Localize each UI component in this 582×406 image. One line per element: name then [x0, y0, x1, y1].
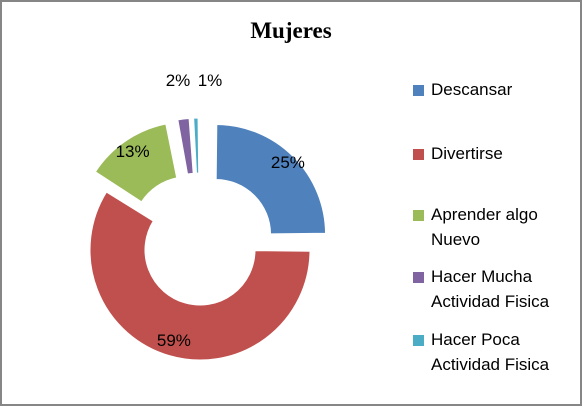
legend-label: Hacer Poca Actividad Fisica: [431, 330, 550, 374]
legend-swatch: [413, 85, 424, 96]
data-label: 13%: [116, 142, 150, 161]
data-label: 59%: [157, 331, 191, 350]
data-label: 25%: [271, 153, 305, 172]
legend-label: Hacer Mucha Actividad Fisica: [431, 267, 550, 311]
donut-slices: [89, 117, 327, 361]
legend-label: Aprender algo Nuevo: [431, 205, 538, 249]
slice-descansar: [215, 123, 327, 235]
data-label: 1%: [198, 71, 223, 90]
slice-divertirse: [89, 191, 311, 361]
legend-label: Descansar: [431, 80, 513, 99]
chart-title: Mujeres: [250, 18, 332, 43]
legend-swatch: [413, 210, 424, 221]
data-labels: 25% 59% 13% 2% 1%: [116, 71, 305, 350]
legend-swatch: [413, 272, 424, 283]
legend-swatch: [413, 335, 424, 346]
legend: Descansar Divertirse Aprender algo Nuevo…: [410, 0, 580, 406]
slice-hacer-mucha-actividad-fisica: [177, 117, 194, 175]
slice-hacer-poca-actividad-fisica: [193, 117, 200, 174]
data-label: 2%: [166, 71, 191, 90]
legend-label: Divertirse: [431, 144, 503, 163]
slice-aprender-algo-nuevo: [94, 123, 178, 203]
legend-swatch: [413, 149, 424, 160]
